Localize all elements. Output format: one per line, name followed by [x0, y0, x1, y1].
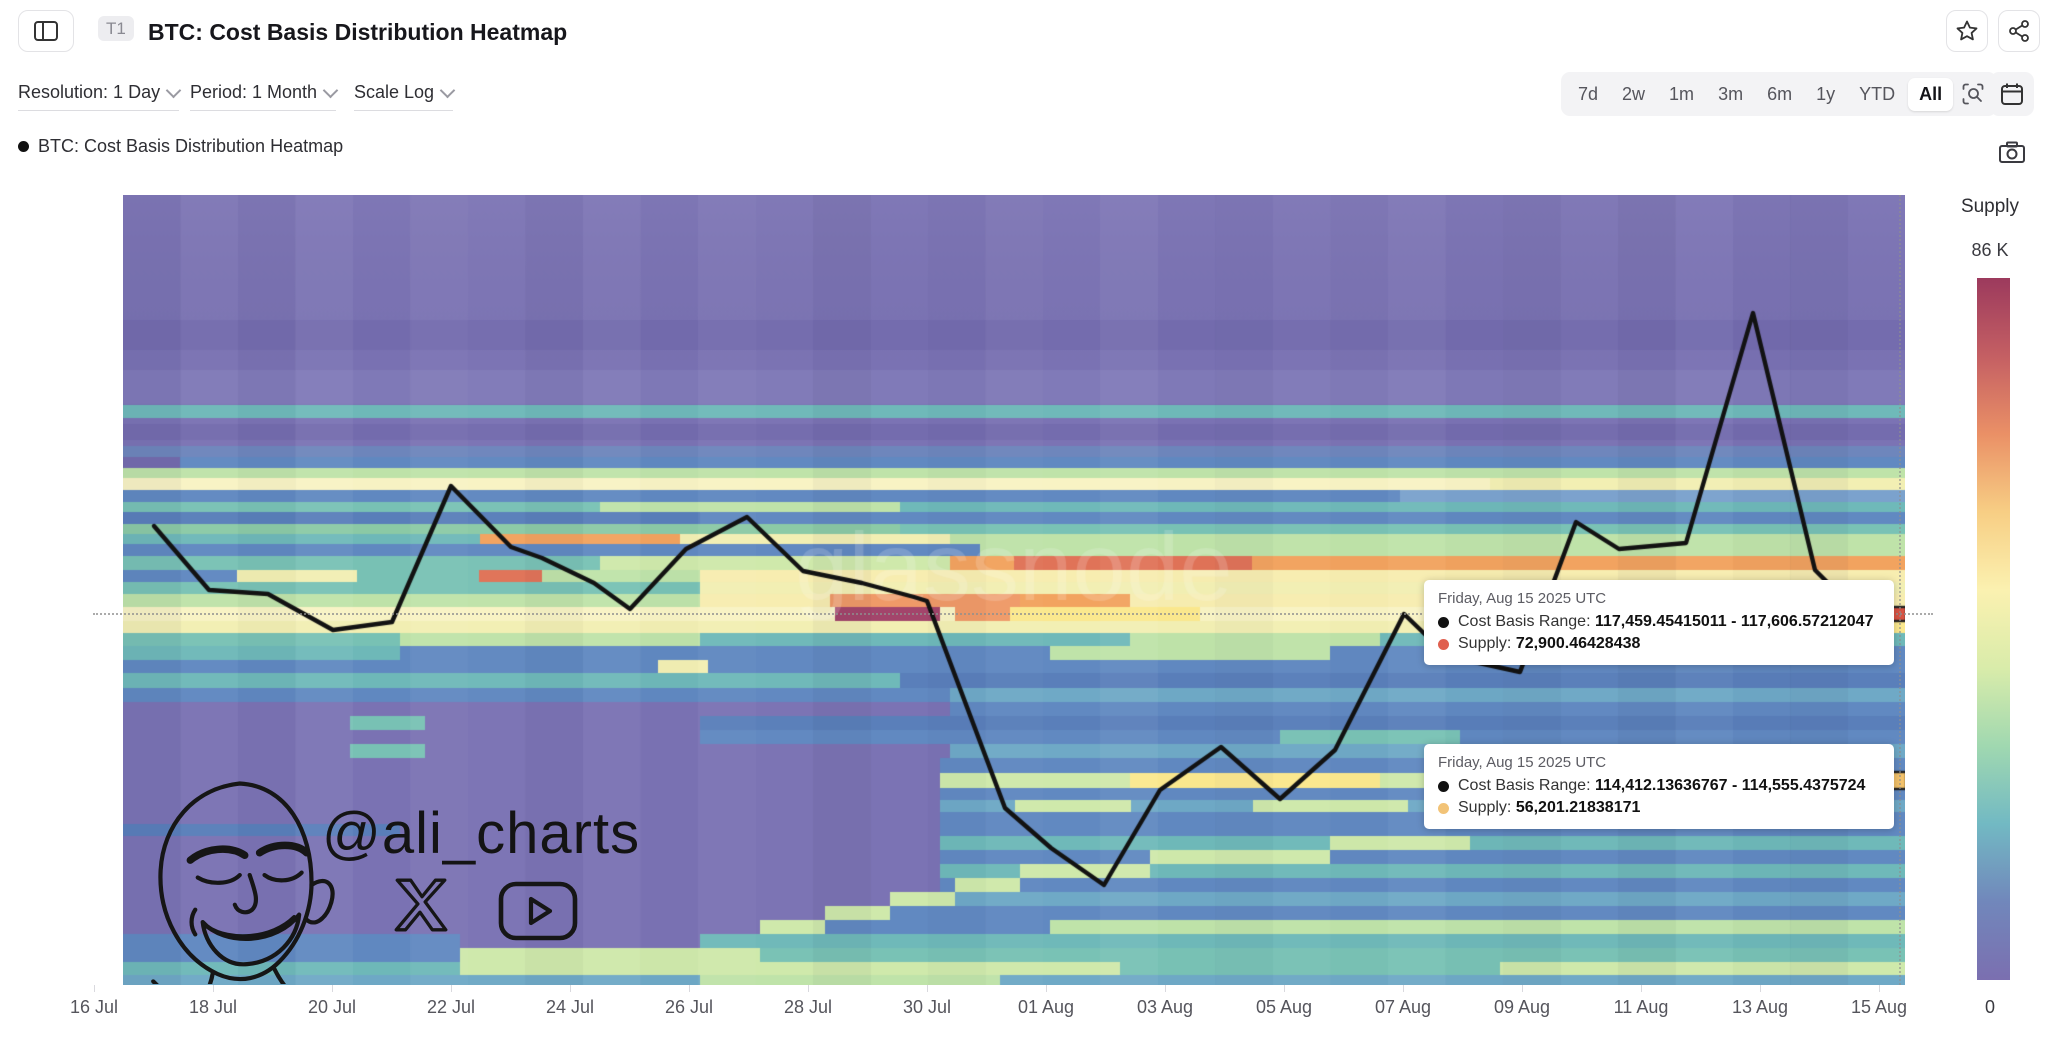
share-button[interactable]	[1998, 10, 2040, 52]
x-axis-label: 07 Aug	[1374, 997, 1432, 1017]
crosshair-horizontal-line	[93, 613, 1933, 615]
x-axis-label: 26 Jul	[664, 997, 714, 1017]
favorite-button[interactable]	[1946, 10, 1988, 52]
tooltip-supply-row: Supply: 72,900.46428438	[1438, 635, 1880, 653]
tooltip-range-text: Cost Basis Range: 114,412.13636767 - 114…	[1458, 777, 1866, 794]
chevron-down-icon	[165, 82, 182, 98]
supply-dot-icon	[1438, 638, 1449, 650]
x-axis-label: 18 Jul	[188, 997, 238, 1017]
youtube-icon	[498, 881, 578, 941]
x-axis-tick	[451, 985, 452, 992]
tooltip-supply-text: Supply: 72,900.46428438	[1458, 635, 1641, 652]
range-button-ytd[interactable]: YTD	[1848, 78, 1906, 111]
series-dot-icon	[18, 141, 29, 152]
tooltip-supply-text: Supply: 56,201.21838171	[1458, 799, 1641, 816]
range-button-2w[interactable]: 2w	[1611, 78, 1656, 111]
sidebar-toggle-button[interactable]	[18, 10, 74, 52]
x-twitter-icon	[394, 878, 448, 932]
time-range-group: 7d 2w 1m 3m 6m 1y YTD All	[1561, 72, 1998, 116]
tooltip-date: Friday, Aug 15 2025 UTC	[1438, 590, 1607, 607]
x-axis-label: 30 Jul	[902, 997, 952, 1017]
x-axis-tick	[332, 985, 333, 992]
range-dot-icon	[1438, 616, 1449, 628]
x-axis-tick	[213, 985, 214, 992]
face-drawing-watermark	[151, 781, 335, 984]
range-button-7d[interactable]: 7d	[1567, 78, 1609, 111]
range-dot-icon	[1438, 780, 1449, 792]
x-axis-label: 24 Jul	[545, 997, 595, 1017]
range-button-6m[interactable]: 6m	[1756, 78, 1803, 111]
crosshair-vertical-line	[1899, 195, 1901, 985]
x-axis-label: 01 Aug	[1017, 997, 1075, 1017]
x-axis-label: 16 Jul	[69, 997, 119, 1017]
scale-dropdown[interactable]: Scale Log	[354, 82, 456, 111]
supply-dot-icon	[1438, 802, 1449, 814]
range-button-1y[interactable]: 1y	[1805, 78, 1846, 111]
range-button-1m[interactable]: 1m	[1658, 78, 1705, 111]
series-label: BTC: Cost Basis Distribution Heatmap	[38, 136, 344, 156]
artist-handle-watermark: @ali_charts	[322, 801, 641, 866]
calendar-button[interactable]	[1990, 72, 2034, 116]
screenshot-button[interactable]	[1998, 140, 2026, 164]
tooltip-supply-yellow: Friday, Aug 15 2025 UTC Cost Basis Range…	[1424, 744, 1894, 829]
colorbar	[1977, 278, 2010, 980]
range-button-3m[interactable]: 3m	[1707, 78, 1754, 111]
x-axis-label: 13 Aug	[1731, 997, 1789, 1017]
x-axis-label: 03 Aug	[1136, 997, 1194, 1017]
colorbar-min-label: 0	[1984, 997, 1995, 1017]
x-axis-tick	[1046, 985, 1047, 992]
x-axis-tick	[94, 985, 95, 992]
chevron-down-icon	[439, 82, 456, 98]
zoom-selection-icon[interactable]	[1955, 76, 1991, 112]
tooltip-supply-red: Friday, Aug 15 2025 UTC Cost Basis Range…	[1424, 580, 1894, 665]
x-axis-tick	[1165, 985, 1166, 992]
x-axis-tick	[927, 985, 928, 992]
x-axis-label: 20 Jul	[307, 997, 357, 1017]
tooltip-cost-basis-row: Cost Basis Range: 114,412.13636767 - 114…	[1438, 777, 1880, 795]
panel-left-icon	[34, 21, 58, 41]
period-dropdown-label: Period: 1 Month	[190, 82, 318, 102]
camera-icon	[1998, 140, 2026, 164]
range-button-all[interactable]: All	[1908, 77, 1954, 111]
tooltip-cost-basis-row: Cost Basis Range: 117,459.45415011 - 117…	[1438, 613, 1880, 631]
x-axis-label: 11 Aug	[1613, 997, 1669, 1017]
x-axis-tick	[1403, 985, 1404, 992]
x-axis-tick	[1284, 985, 1285, 992]
tab-badge[interactable]: T1	[98, 16, 134, 41]
star-icon	[1955, 19, 1979, 43]
x-axis-tick	[1879, 985, 1880, 992]
scale-dropdown-label: Scale Log	[354, 82, 435, 102]
x-axis-tick	[808, 985, 809, 992]
x-axis-label: 05 Aug	[1255, 997, 1313, 1017]
chevron-down-icon	[322, 82, 339, 98]
page-title: BTC: Cost Basis Distribution Heatmap	[148, 19, 568, 45]
tooltip-date: Friday, Aug 15 2025 UTC	[1438, 754, 1607, 771]
x-axis-tick	[1641, 985, 1642, 992]
tooltip-supply-row: Supply: 56,201.21838171	[1438, 799, 1880, 817]
legend-item[interactable]: BTC: Cost Basis Distribution Heatmap	[18, 136, 343, 157]
period-dropdown[interactable]: Period: 1 Month	[190, 82, 339, 111]
colorbar-max-label: 86 K	[1971, 240, 2009, 260]
colorbar-title: Supply	[1960, 196, 2020, 217]
x-axis-label: 22 Jul	[426, 997, 476, 1017]
x-axis-label: 28 Jul	[783, 997, 833, 1017]
x-axis-label: 15 Aug	[1850, 997, 1908, 1017]
x-axis-tick	[1522, 985, 1523, 992]
x-axis-label: 09 Aug	[1493, 997, 1551, 1017]
resolution-dropdown-label: Resolution: 1 Day	[18, 82, 161, 102]
x-axis-tick	[1760, 985, 1761, 992]
x-axis-tick	[689, 985, 690, 992]
x-axis-tick	[570, 985, 571, 992]
share-icon	[2007, 19, 2031, 43]
tooltip-range-text: Cost Basis Range: 117,459.45415011 - 117…	[1458, 613, 1874, 630]
calendar-icon	[2000, 82, 2024, 106]
resolution-dropdown[interactable]: Resolution: 1 Day	[18, 82, 182, 111]
